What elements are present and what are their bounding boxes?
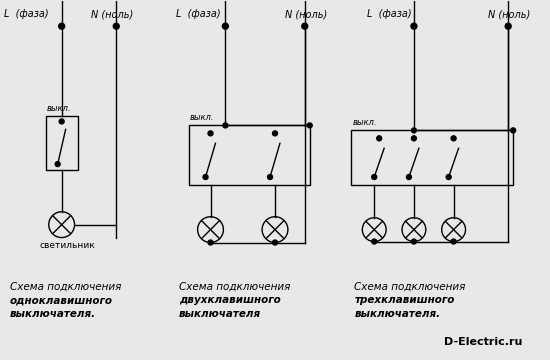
Circle shape	[55, 162, 60, 167]
Circle shape	[411, 239, 416, 244]
Circle shape	[208, 240, 213, 245]
Circle shape	[451, 136, 456, 141]
Text: N (ноль): N (ноль)	[91, 9, 134, 19]
Circle shape	[411, 136, 416, 141]
Circle shape	[406, 175, 411, 180]
Circle shape	[505, 23, 511, 29]
Text: выкл.: выкл.	[353, 118, 377, 127]
Text: двухклавишного: двухклавишного	[179, 295, 280, 305]
Circle shape	[223, 123, 228, 128]
Text: выкл.: выкл.	[47, 104, 72, 113]
Circle shape	[208, 131, 213, 136]
Circle shape	[203, 175, 208, 180]
Circle shape	[59, 119, 64, 124]
Circle shape	[113, 23, 119, 29]
Circle shape	[272, 240, 278, 245]
Circle shape	[451, 239, 456, 244]
Text: выкл.: выкл.	[190, 113, 214, 122]
Bar	[189, 125, 310, 185]
Text: выключателя.: выключателя.	[354, 309, 441, 319]
Bar	[46, 116, 78, 170]
Circle shape	[411, 23, 417, 29]
Text: светильник: светильник	[40, 240, 96, 249]
Text: выключателя.: выключателя.	[10, 309, 96, 319]
Circle shape	[372, 239, 377, 244]
Circle shape	[59, 23, 65, 29]
Circle shape	[446, 175, 451, 180]
Text: выключателя: выключателя	[179, 309, 261, 319]
Circle shape	[267, 175, 272, 180]
Circle shape	[302, 23, 308, 29]
Text: L  (фаза): L (фаза)	[4, 9, 49, 19]
Circle shape	[222, 23, 228, 29]
Text: Схема подключения: Схема подключения	[354, 281, 466, 291]
Text: одноклавишного: одноклавишного	[10, 295, 113, 305]
Circle shape	[272, 131, 278, 136]
Circle shape	[307, 123, 312, 128]
Circle shape	[411, 128, 416, 133]
Text: D-Electric.ru: D-Electric.ru	[444, 337, 522, 347]
Text: N (ноль): N (ноль)	[285, 9, 327, 19]
Circle shape	[510, 128, 516, 133]
Circle shape	[372, 175, 377, 180]
Circle shape	[377, 136, 382, 141]
Text: L  (фаза): L (фаза)	[176, 9, 221, 19]
Bar	[351, 130, 513, 185]
Text: N (ноль): N (ноль)	[488, 9, 531, 19]
Text: L  (фаза): L (фаза)	[367, 9, 412, 19]
Text: Схема подключения: Схема подключения	[179, 281, 290, 291]
Text: трехклавишного: трехклавишного	[354, 295, 455, 305]
Text: Схема подключения: Схема подключения	[10, 281, 122, 291]
